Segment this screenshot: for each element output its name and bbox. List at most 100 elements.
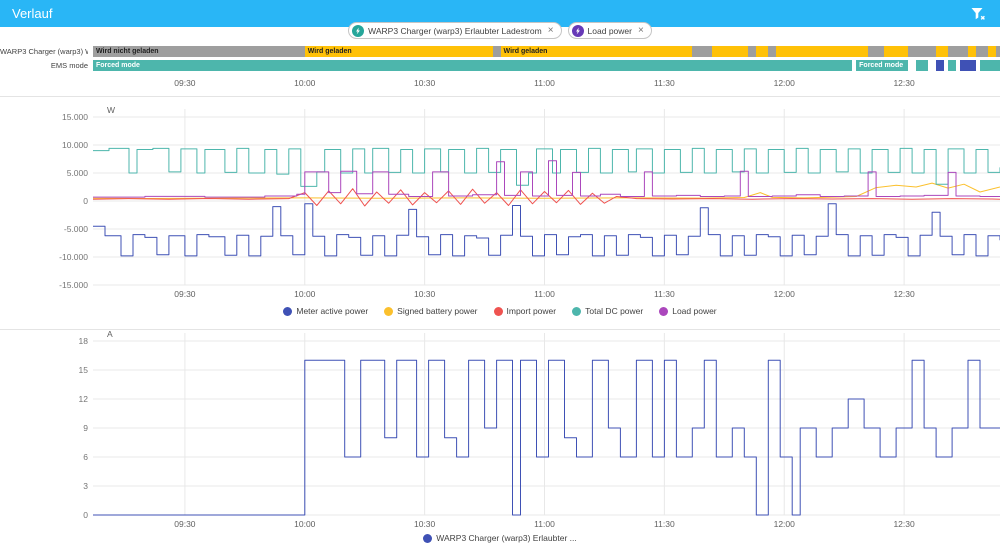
legend-dot (572, 306, 582, 316)
series-import-power (92, 188, 1000, 207)
timeline-segment (868, 46, 885, 57)
legend-label: Import power (506, 306, 557, 316)
y-tick-label: -15.000 (59, 280, 88, 290)
y-tick-label: 15.000 (62, 112, 88, 122)
time-tick-label: 10:30 (414, 519, 436, 529)
time-tick-label: 10:30 (414, 78, 436, 88)
timeline-segment (948, 46, 969, 57)
axis-unit-label: W (107, 105, 115, 115)
y-tick-label: 15 (79, 365, 89, 375)
series-total-dc-power (93, 147, 1000, 187)
time-tick-label: 09:30 (174, 289, 196, 299)
legend-item[interactable]: Signed battery power (384, 306, 478, 316)
current-chart[interactable]: 18 15 12 9 6 3 0 09:30 10:00 10:30 11:00 11:30 12:00… (0, 329, 1000, 541)
filter-chips: WARP3 Charger (warp3) Erlaubter Ladestro… (0, 22, 1000, 39)
series-warp3-charger-warp3-erlaubter- (93, 359, 1000, 516)
time-tick-label: 11:30 (654, 519, 675, 529)
y-tick-label: 12 (79, 394, 89, 404)
legend-label: Meter active power (296, 306, 369, 316)
legend-label: Load power (672, 306, 717, 316)
legend-dot (423, 533, 433, 543)
timeline-segment (756, 46, 769, 57)
legend-label: Total DC power (585, 306, 644, 316)
legend-item[interactable]: Load power (659, 306, 717, 316)
timeline-segment (908, 46, 937, 57)
time-tick-label: 10:30 (414, 289, 436, 299)
legend-dot (493, 306, 503, 316)
timeline-segment (996, 46, 1000, 57)
legend-label: Signed battery power (397, 306, 478, 316)
timeline-segment (712, 46, 749, 57)
timeline-segment: Forced mode (93, 60, 853, 71)
time-tick-label: 09:30 (174, 78, 196, 88)
legend-item[interactable]: Meter active power (283, 306, 368, 316)
y-tick-label: 0 (83, 510, 88, 520)
charger-icon (352, 24, 365, 37)
time-tick-label: 12:00 (774, 289, 796, 299)
timeline-segment (748, 46, 757, 57)
timeline-segment (768, 46, 777, 57)
series-load-power (93, 160, 1000, 198)
page-title: Verlauf (12, 6, 53, 21)
legend-item[interactable]: Total DC power (572, 306, 643, 316)
timeline-segment (976, 46, 988, 57)
series-meter-active-power (93, 203, 1000, 257)
timeline-segment (776, 46, 869, 57)
timeline-segment (936, 46, 949, 57)
y-tick-label: 6 (83, 452, 88, 462)
y-tick-label: 3 (83, 481, 88, 491)
legend-dot (384, 306, 394, 316)
y-tick-label: 0 (83, 196, 88, 206)
y-tick-label: -10.000 (59, 252, 88, 262)
timeline-segment (960, 60, 976, 71)
chip-close-icon[interactable]: × (637, 24, 644, 36)
y-tick-label: 9 (83, 423, 88, 433)
power-chart[interactable]: 15.000 10.000 5.000 0 -5.000 -10.000 -15.000 09… (0, 100, 1000, 310)
time-tick-label: 09:30 (174, 519, 196, 529)
divider (0, 329, 1000, 330)
time-tick-label: 12:30 (893, 78, 915, 88)
timeline-segment (936, 60, 945, 71)
y-tick-label: 18 (79, 336, 89, 346)
timeline-row-label: WARP3 Charger (warp3) Wallb... (0, 47, 88, 56)
timeline-time-axis: 09:30 10:00 10:30 11:00 11:30 12:00 12:30 (0, 74, 1000, 97)
divider (0, 96, 1000, 97)
current-chart-legend: WARP3 Charger (warp3) Erlaubter ... (0, 533, 1000, 543)
legend-item[interactable]: WARP3 Charger (warp3) Erlaubter ... (423, 533, 577, 543)
legend-dot (283, 306, 293, 316)
timeline-segment: Forced mode (856, 60, 909, 71)
time-tick-label: 11:30 (654, 289, 675, 299)
time-tick-label: 11:00 (534, 78, 555, 88)
time-tick-label: 10:00 (294, 78, 316, 88)
timeline-segment: Wird geladen (304, 46, 493, 57)
timeline-segment (692, 46, 713, 57)
timeline-segment (988, 46, 996, 57)
filter-chip[interactable]: Load power × (567, 22, 652, 39)
timeline-segment (980, 60, 1000, 71)
chip-label: WARP3 Charger (warp3) Erlaubter Ladestro… (368, 25, 542, 36)
time-tick-label: 12:00 (774, 519, 796, 529)
time-tick-label: 10:00 (294, 289, 316, 299)
chip-close-icon[interactable]: × (547, 24, 554, 36)
timeline-segment (968, 46, 977, 57)
timeline-segment (916, 60, 929, 71)
time-tick-label: 12:30 (893, 289, 915, 299)
timeline-segment (884, 46, 909, 57)
timeline-segment: Wird geladen (500, 46, 693, 57)
axis-unit-label: A (107, 331, 113, 339)
legend-item[interactable]: Import power (493, 306, 557, 316)
timeline-segment (948, 60, 957, 71)
time-tick-label: 12:00 (774, 78, 796, 88)
filter-clear-icon[interactable] (968, 4, 988, 24)
y-tick-label: 5.000 (67, 168, 89, 178)
time-tick-label: 11:00 (534, 289, 555, 299)
time-tick-label: 11:30 (654, 78, 675, 88)
time-tick-label: 11:00 (534, 519, 555, 529)
power-chart-legend: Meter active power Signed battery power Im… (0, 306, 1000, 316)
timeline-segment (492, 46, 501, 57)
y-tick-label: -5.000 (64, 224, 88, 234)
filter-chip[interactable]: WARP3 Charger (warp3) Erlaubter Ladestro… (348, 22, 562, 39)
time-tick-label: 10:00 (294, 519, 316, 529)
timeline-segment: Wird nicht geladen (93, 46, 305, 57)
